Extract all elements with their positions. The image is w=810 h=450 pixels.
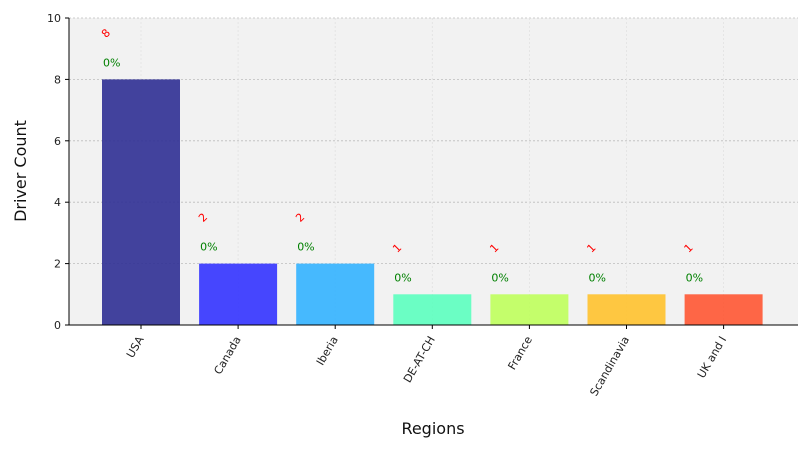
x-axis-ticks: USA Canada Iberia DE-AT-CH France Scandinavia… xyxy=(124,325,729,398)
y-tick-label: 2 xyxy=(54,258,61,271)
percent-label: 0% xyxy=(686,271,703,284)
percent-label: 0% xyxy=(589,271,606,284)
x-tick-label: Canada xyxy=(212,334,244,377)
y-axis-title: Driver Count xyxy=(11,120,30,222)
y-tick-label: 10 xyxy=(47,12,61,25)
x-tick-label: France xyxy=(505,334,535,372)
x-tick-label: Scandinavia xyxy=(587,334,632,398)
bar-usa xyxy=(102,79,180,326)
x-tick-label: USA xyxy=(124,334,147,361)
x-tick-label: Iberia xyxy=(314,334,341,368)
bar-iberia xyxy=(296,263,375,325)
y-tick-label: 4 xyxy=(54,196,61,209)
x-axis-title: Regions xyxy=(401,419,464,438)
percent-label: 0% xyxy=(200,241,217,254)
y-tick-label: 8 xyxy=(54,73,61,86)
x-tick-label: UK and I xyxy=(695,334,729,381)
x-tick-label: DE-AT-CH xyxy=(401,334,438,385)
y-tick-label: 0 xyxy=(54,319,61,332)
bar-de-at-ch xyxy=(393,294,472,325)
y-axis-ticks: 0 2 4 6 8 10 xyxy=(47,12,69,332)
bar-uk-and-i xyxy=(684,294,763,325)
bar-france xyxy=(490,294,569,325)
percent-label: 0% xyxy=(297,241,314,254)
bar-scandinavia xyxy=(587,294,666,325)
bar-canada xyxy=(199,263,278,325)
bars xyxy=(102,79,763,326)
plot-background xyxy=(69,18,798,325)
y-tick-label: 6 xyxy=(54,135,61,148)
percent-label: 0% xyxy=(103,56,120,69)
axes xyxy=(68,18,798,326)
percent-label: 0% xyxy=(491,271,508,284)
percent-label: 0% xyxy=(394,271,411,284)
